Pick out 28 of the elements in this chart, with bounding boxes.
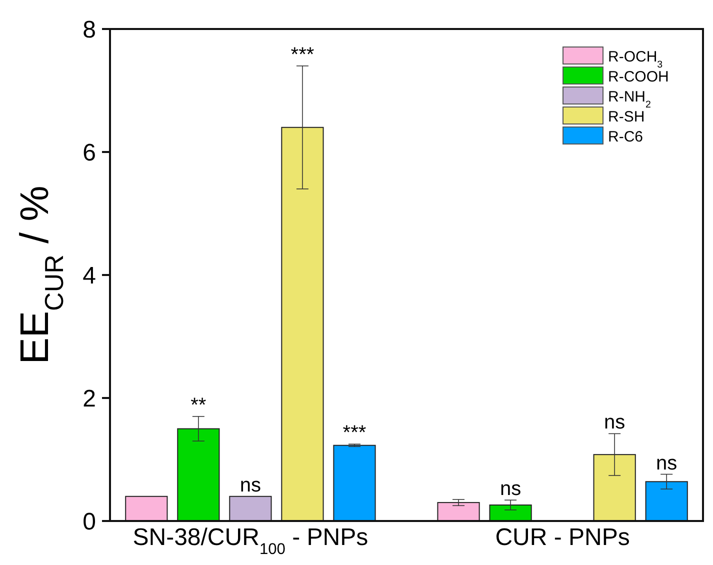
legend-label: R-COOH [608,68,669,86]
annotation: ns [240,474,262,496]
bar [645,481,688,522]
bar [229,496,272,522]
legend-label: R-OCH$_{3}$ [608,48,663,70]
bar [593,454,636,522]
annotation: *** [342,422,366,444]
y-tick-label: 4 [82,262,96,290]
y-tick-label: 2 [82,385,96,412]
legend-label: R-SH [608,108,645,126]
annotation: ns [500,478,522,500]
bar [333,444,376,522]
bar [489,504,532,522]
legend-label: R-NH$_{2}$ [608,88,651,110]
bar [437,502,480,522]
x-tick-label: CUR - PNPs [495,524,630,551]
bar [281,126,324,522]
y-tick-label: 0 [82,508,96,536]
annotation: ** [190,394,206,416]
annotation: ns [604,412,626,434]
annotation: *** [290,44,314,66]
x-tick-label: SN-38/CUR$_{100}$ - PNPs [132,524,368,558]
bar [125,496,168,522]
legend-label: R-C6 [608,128,644,146]
annotation: ns [656,452,678,474]
y-tick-label: 8 [82,16,96,44]
bar [177,428,220,522]
y-tick-label: 6 [82,139,96,166]
